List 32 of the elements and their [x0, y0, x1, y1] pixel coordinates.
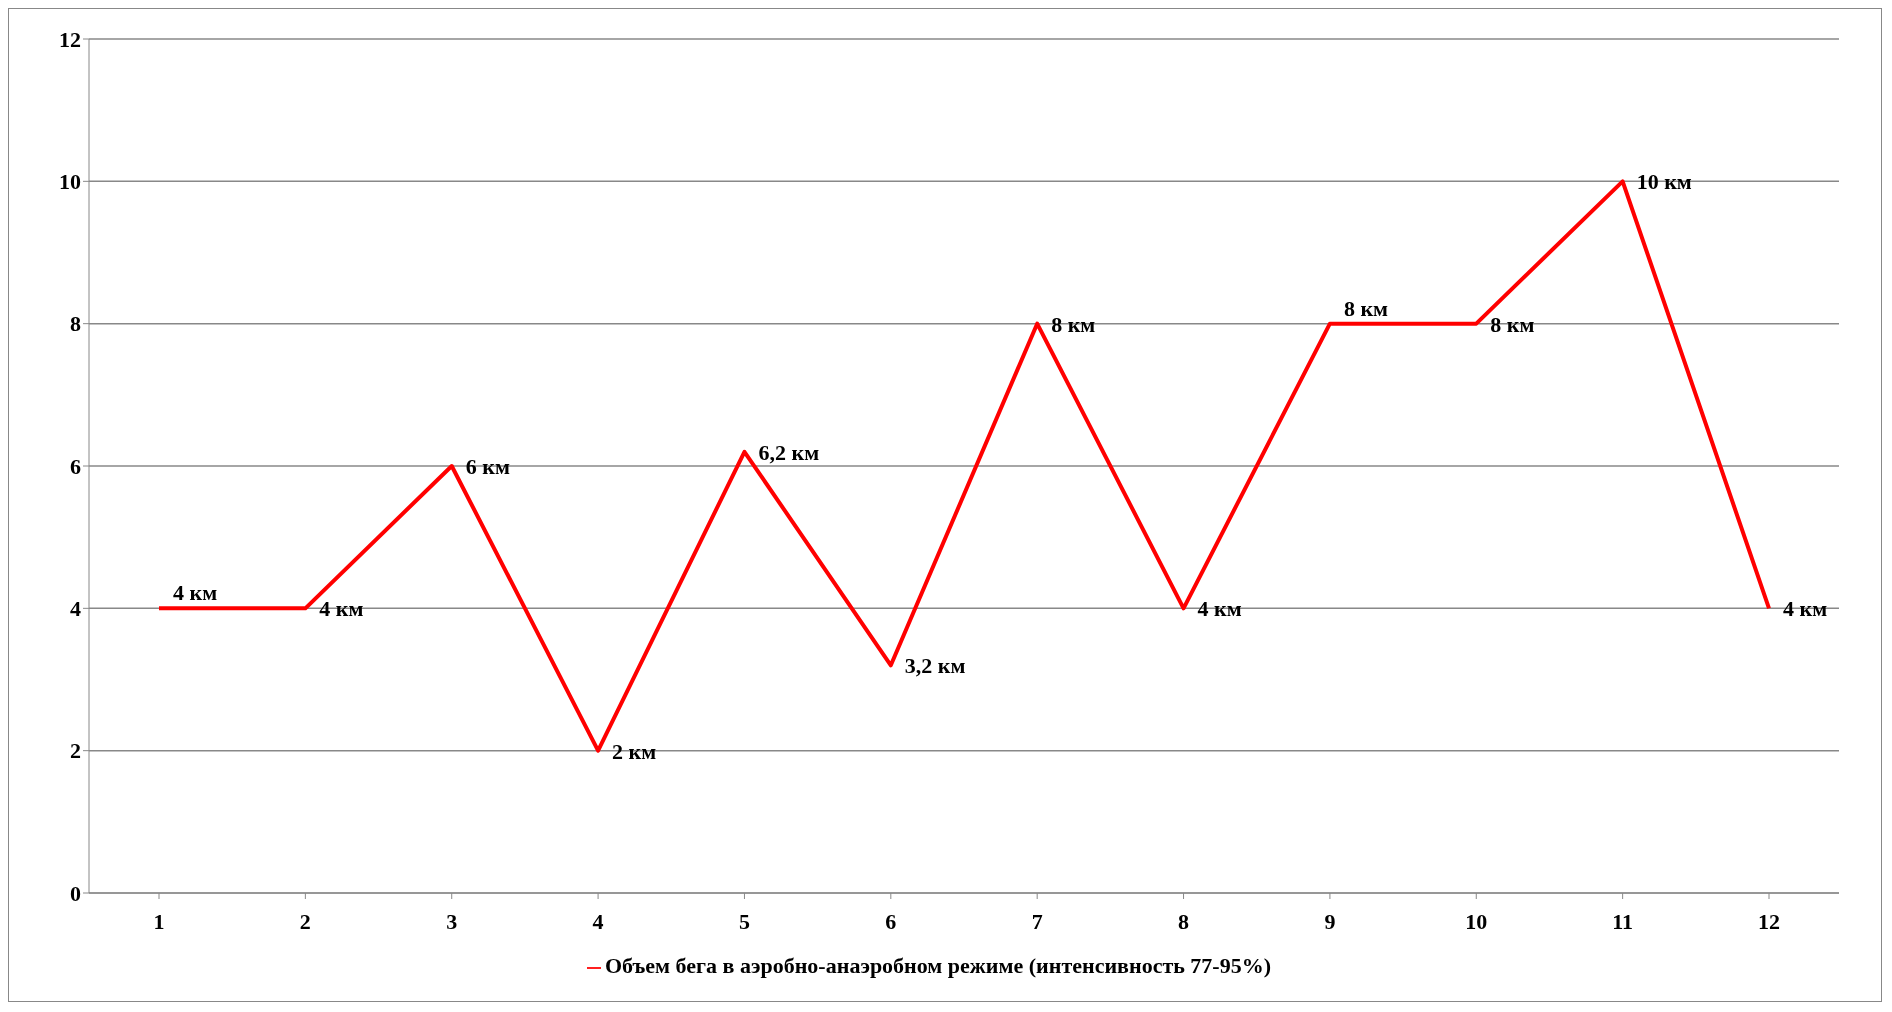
data-label: 6 км: [465, 454, 510, 479]
data-label: 8 км: [1343, 295, 1389, 321]
data-label: 8 км: [1490, 311, 1535, 337]
data-label: 4 км: [1783, 596, 1828, 622]
x-tick-label: 11: [1612, 908, 1634, 934]
data-label: 4 км: [1197, 596, 1242, 622]
y-tick-label: 10: [59, 169, 81, 195]
x-tick-label: 5: [738, 908, 750, 934]
y-tick-label: 6: [70, 453, 81, 479]
x-tick-label: 10: [1465, 908, 1488, 934]
data-label: 10 км: [1636, 169, 1692, 195]
data-label: 2 км: [612, 738, 657, 764]
y-tick-label: 4: [70, 596, 81, 622]
x-tick-label: 2: [299, 908, 311, 934]
y-tick-label: 8: [70, 311, 81, 337]
data-label: 3,2 км: [904, 653, 966, 679]
x-tick-label: 9: [1324, 908, 1336, 934]
x-tick-label: 7: [1031, 908, 1043, 934]
data-label: 4 км: [173, 580, 218, 606]
data-label: 4 км: [319, 596, 364, 622]
x-tick-label: 6: [885, 908, 897, 934]
x-tick-label: 3: [446, 908, 458, 934]
x-tick-label: 4: [592, 908, 604, 934]
y-tick-label: 12: [59, 26, 81, 52]
x-tick-label: 1: [153, 908, 165, 934]
legend-label: Объем бега в аэробно-анаэробном режиме (интенсивность 77-95%): [604, 953, 1272, 978]
y-tick-label: 2: [70, 738, 81, 764]
data-label: 6,2 км: [758, 439, 820, 465]
x-tick-label: 8: [1178, 908, 1190, 934]
y-tick-label: 0: [70, 880, 81, 906]
data-label: 8 км: [1051, 311, 1096, 337]
x-tick-label: 12: [1758, 908, 1780, 934]
